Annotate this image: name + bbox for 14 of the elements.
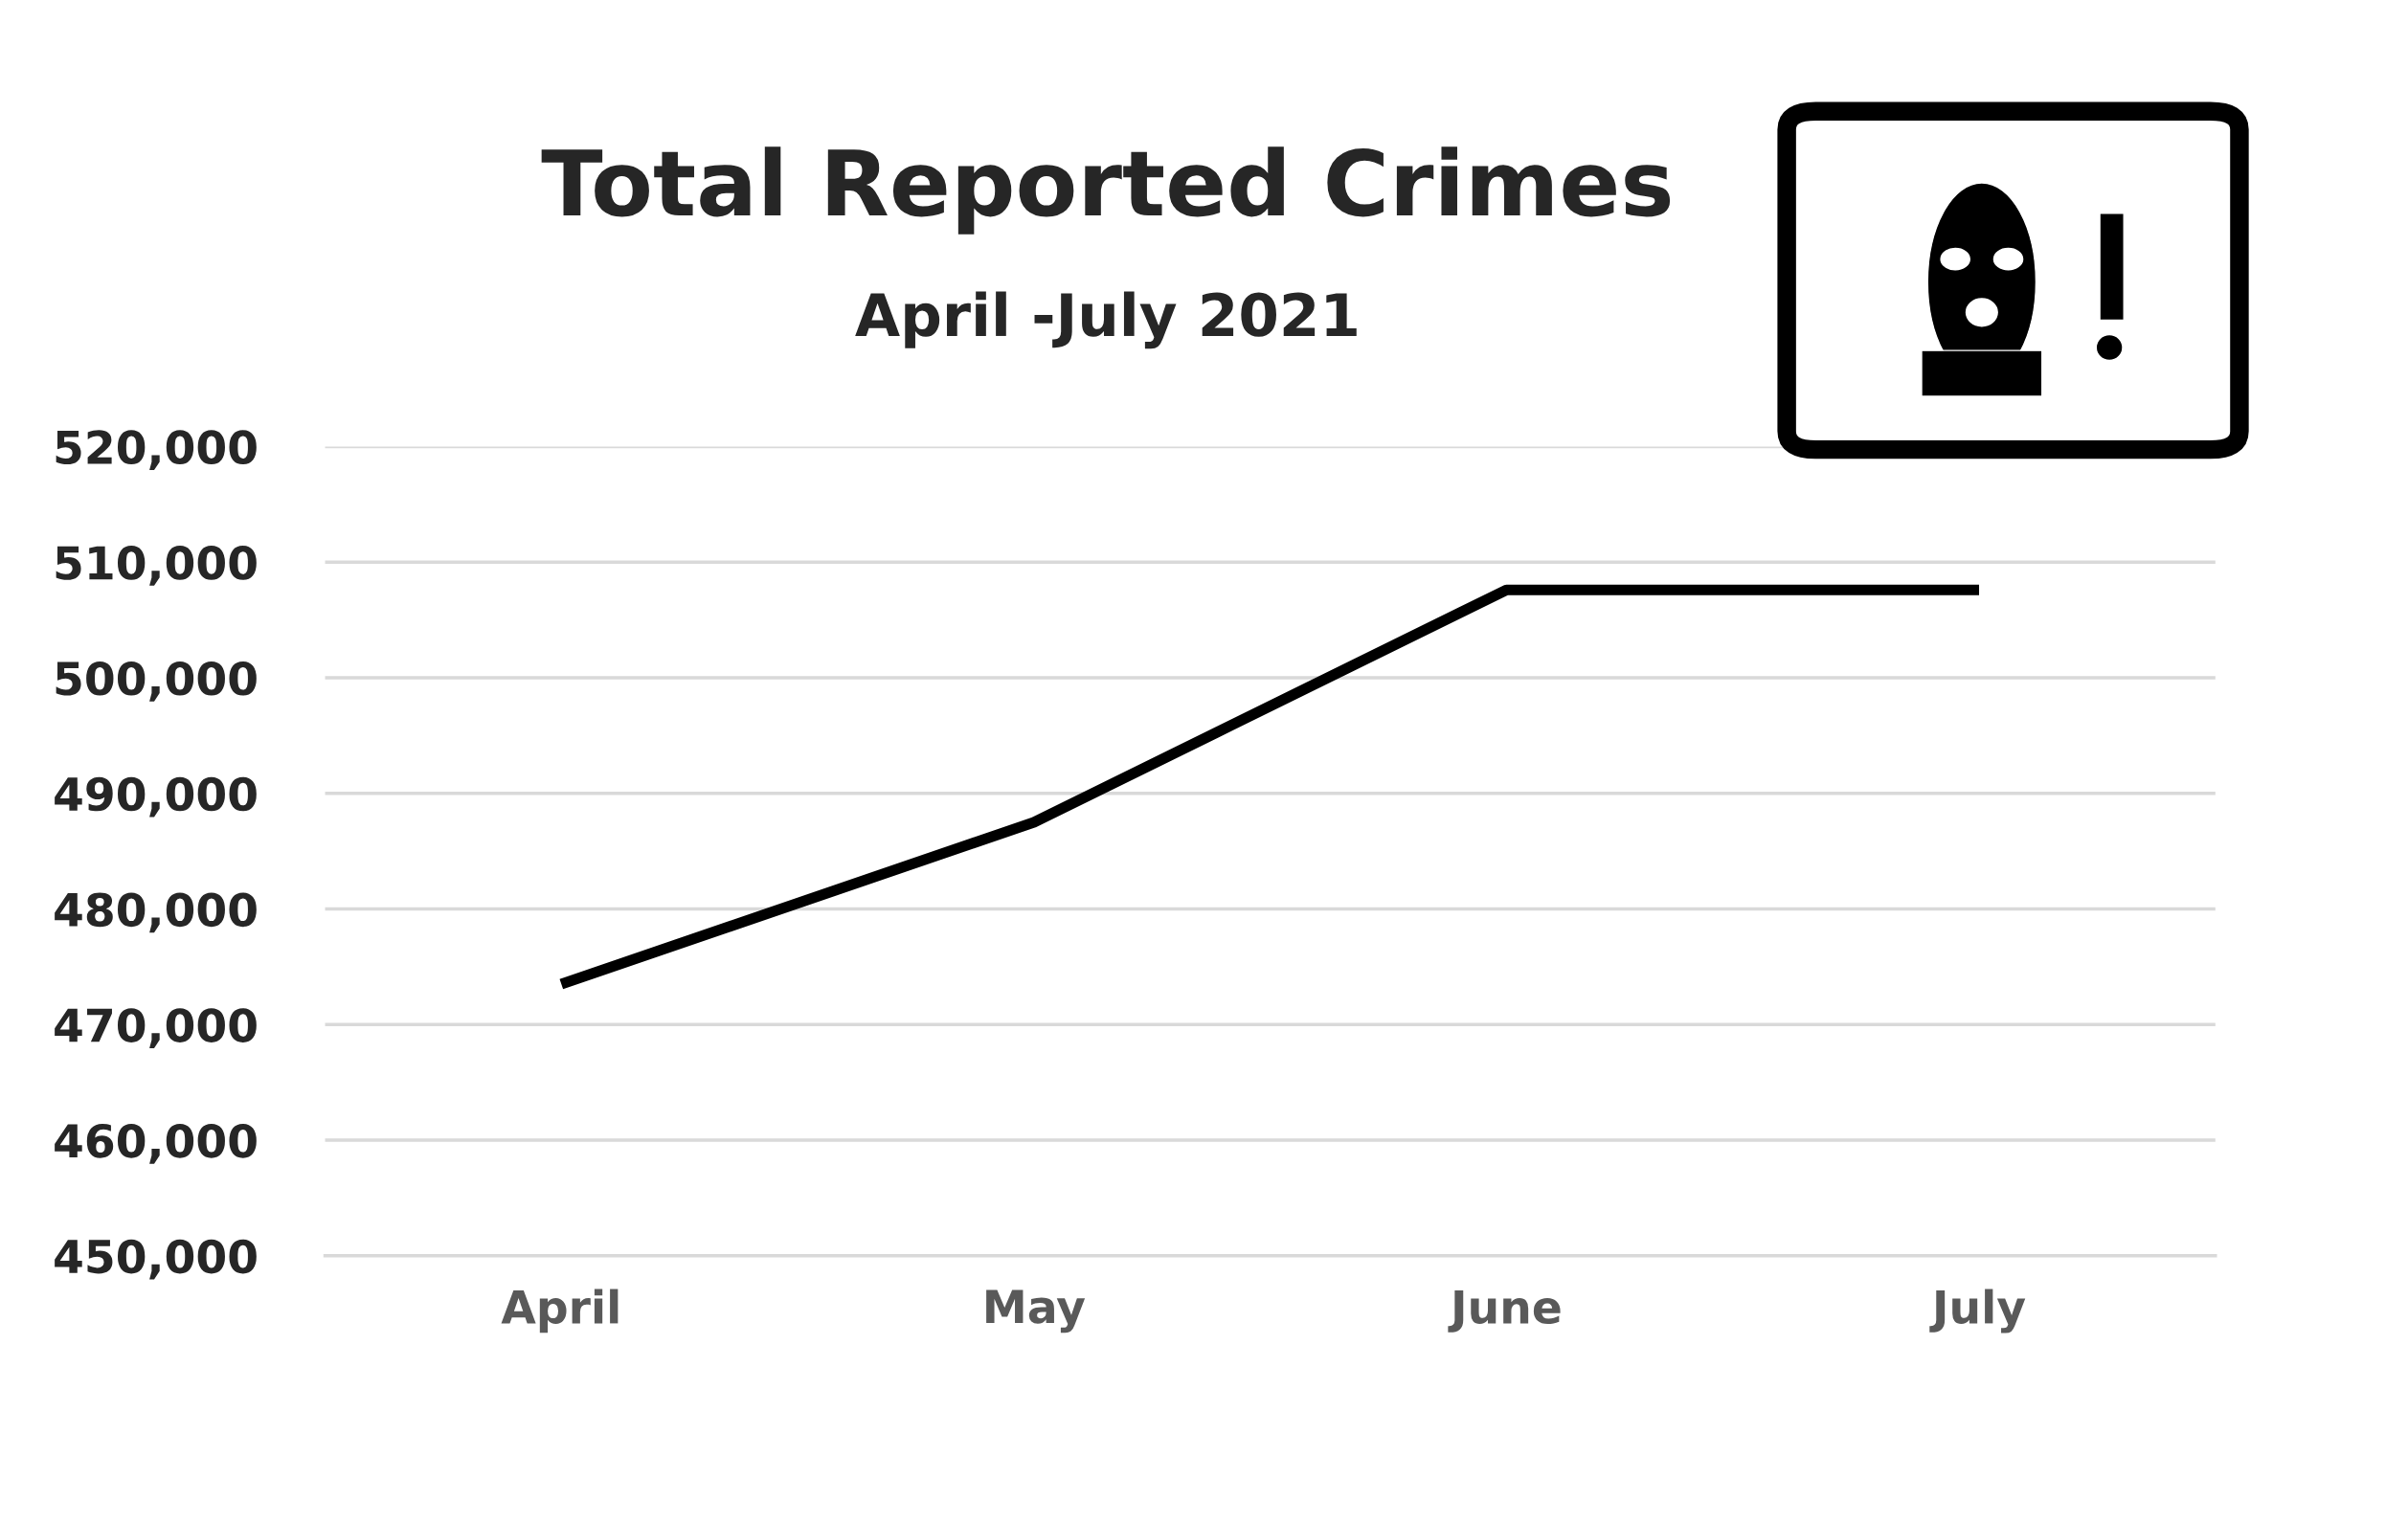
x-tick-label: June [1448, 1289, 1561, 1333]
y-tick-label: 460,000 [55, 1123, 257, 1164]
y-tick-label: 470,000 [55, 1008, 257, 1048]
x-tick-label: May [986, 1289, 1086, 1334]
y-tick-label: 520,000 [56, 430, 257, 471]
y-tick-label: 510,000 [56, 546, 257, 586]
y-tick-label: 500,000 [56, 661, 257, 702]
chart-title: Total Reported Crimes [541, 146, 1671, 235]
chart-subtitle: April -July 2021 [855, 291, 1357, 349]
y-tick-label: 490,000 [55, 776, 257, 818]
x-tick-label: July [1929, 1289, 2026, 1334]
y-tick-label: 450,000 [55, 1239, 257, 1280]
y-tick-label: 480,000 [55, 892, 257, 933]
x-tick-label: April [501, 1289, 619, 1334]
